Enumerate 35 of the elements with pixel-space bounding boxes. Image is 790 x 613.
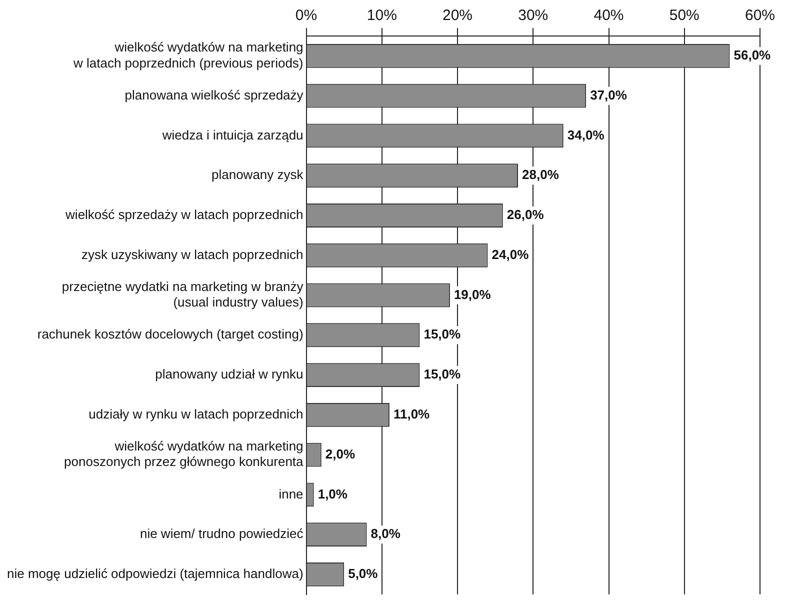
- y-tick-label: nie wiem/ trudno powiedzieć: [140, 526, 304, 542]
- y-tick-label: nie mogę udzielić odpowiedzi (tajemnica handlowa): [6, 566, 304, 582]
- y-tick-label: wielkość wydatków na marketing w latach poprzednich (previous periods): [72, 40, 304, 70]
- x-tick-label: 50%: [669, 7, 700, 24]
- data-label: 28,0%: [522, 167, 560, 182]
- data-label: 1,0%: [318, 486, 348, 502]
- x-tick-label: 60%: [744, 7, 776, 24]
- y-tick-label: planowany udział w rynku: [155, 366, 304, 382]
- data-label: 8,0%: [370, 526, 401, 542]
- y-tick-label: inne: [278, 486, 304, 502]
- data-label: 26,0%: [506, 207, 544, 222]
- y-tick-label: planowany zysk: [211, 167, 304, 182]
- x-tick-label: 30%: [518, 7, 548, 24]
- y-tick-label: zysk uzyskiwany w latach poprzednich: [81, 246, 304, 262]
- x-tick-label: 40%: [594, 7, 624, 24]
- y-tick-label: planowana wielkość sprzedaży: [124, 87, 304, 102]
- data-label: 15,0%: [424, 326, 462, 342]
- data-label: 2,0%: [325, 446, 356, 462]
- data-label: 19,0%: [454, 286, 492, 302]
- y-tick-label: wiedza i intuicja zarządu: [161, 127, 304, 142]
- data-label: 56,0%: [734, 48, 772, 63]
- y-tick-label: rachunek kosztów docelowych (target costing): [37, 326, 304, 342]
- x-tick-label: 20%: [442, 7, 473, 24]
- data-label: 34,0%: [567, 127, 605, 142]
- data-label: 15,0%: [424, 366, 462, 382]
- y-tick-label: wielkość wydatków na marketing ponoszonych przez głównego konkurenta: [64, 438, 304, 470]
- data-label: 37,0%: [590, 87, 628, 102]
- data-label: 5,0%: [348, 566, 378, 582]
- data-label: 11,0%: [393, 406, 430, 422]
- x-tick-label: 0%: [295, 7, 318, 24]
- y-tick-label: wielkość sprzedaży w latach poprzednich: [64, 207, 304, 222]
- data-label: 24,0%: [492, 246, 530, 262]
- y-tick-label: przeciętne wydatki na marketing w branży (usual industry values): [62, 279, 304, 310]
- x-tick-label: 10%: [366, 7, 397, 24]
- y-tick-label: udziały w rynku w latach poprzednich: [88, 406, 304, 422]
